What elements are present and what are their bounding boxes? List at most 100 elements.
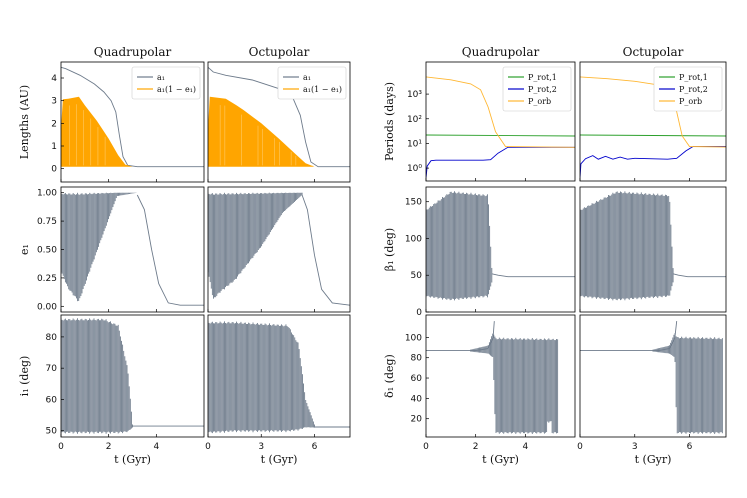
panel-periods-oct: Octupolar P_rot,1 P_rot,2 P_orb — [579, 45, 727, 182]
panel-beta-oct — [579, 186, 727, 313]
legend-label: a₁(1 − e₁) — [303, 85, 342, 94]
y-tick-label: 0 — [51, 165, 57, 175]
plot-area — [426, 321, 559, 434]
x-tick-label: 0 — [577, 442, 583, 452]
series-delta_1-osc — [652, 333, 723, 434]
panel-beta-quad: 0 50 100 150 β₁ (deg) — [383, 186, 576, 318]
y-axis-label: e₁ — [18, 244, 31, 255]
x-tick-label: 2 — [106, 442, 112, 452]
series-delta_1-osc — [470, 333, 559, 434]
legend-label: P_rot,2 — [679, 85, 708, 94]
panel-frame — [425, 314, 576, 438]
y-tick-label: 10² — [407, 115, 422, 125]
legend-label: a₁(1 − e₁) — [157, 85, 196, 94]
y-tick-label: 0.50 — [37, 246, 57, 256]
x-tick-label: 4 — [153, 442, 159, 452]
series-P_rot,2-line — [580, 146, 726, 178]
y-axis-label: β₁ (deg) — [383, 228, 396, 271]
series-P_rot,1-line — [580, 134, 726, 137]
y-tick-label: 50 — [411, 271, 423, 281]
legend-label: P_orb — [679, 97, 702, 106]
y-tick-label: 100 — [405, 234, 422, 244]
panel-title: Quadrupolar — [462, 45, 540, 59]
series-a_1(1-e_1)-band — [208, 96, 350, 167]
panel-incl-quad: 0 2 4 50 60 70 80 i₁ (deg) t (Gyr) — [18, 314, 205, 466]
legend-label: a₁ — [303, 73, 311, 82]
series-P_rot,1-line — [426, 134, 575, 137]
plot-area — [208, 66, 350, 168]
x-tick-label: 3 — [258, 442, 264, 452]
y-tick-label: 0 — [416, 308, 422, 318]
panel-ecc-quad: 0.00 0.25 0.50 0.75 1.00 e₁ — [18, 186, 205, 313]
legend: a₁ a₁(1 − e₁) — [131, 66, 201, 100]
legend-box — [131, 66, 201, 100]
x-tick-label: 0 — [58, 442, 64, 452]
x-tick-label: 2 — [473, 442, 479, 452]
panel-delta-quad: 0 2 4 20 40 60 80 100 δ₁ (deg) t (Gyr) — [383, 314, 576, 466]
panel-frame — [579, 186, 727, 313]
legend-box — [277, 66, 347, 100]
y-tick-label: 0.25 — [37, 274, 57, 284]
series-i_1-osc — [208, 321, 315, 434]
y-axis-label: δ₁ (deg) — [383, 354, 396, 398]
y-tick-label: 20 — [411, 415, 423, 425]
plot-area — [580, 321, 723, 434]
panel-title: Quadrupolar — [94, 45, 172, 59]
series-P_orb-line — [426, 76, 575, 148]
panel-frame — [207, 186, 351, 313]
series-beta_1-osc — [580, 191, 674, 301]
panel-periods-quad: 10⁰ 10¹ 10² 10³ Quadrupolar Periods (days) P_r… — [383, 45, 576, 182]
y-tick-label: 3 — [51, 97, 57, 107]
legend-label: P_rot,1 — [679, 73, 708, 82]
plot-area — [61, 318, 204, 434]
x-tick-label: 0 — [423, 442, 429, 452]
plot-area — [208, 192, 350, 306]
y-tick-label: 2 — [51, 119, 57, 129]
y-tick-label: 1.00 — [37, 189, 57, 199]
y-axis-label: i₁ (deg) — [18, 356, 31, 397]
y-tick-label: 80 — [46, 333, 58, 343]
series-P_rot,2-line — [426, 146, 575, 178]
x-tick-label: 3 — [632, 442, 638, 452]
y-tick-label: 0.75 — [37, 217, 57, 227]
series-a_1(1-e_1)-band — [61, 96, 204, 167]
panel-lengths-oct: Octupolar a₁ a₁(1 − e₁) — [207, 45, 351, 183]
y-tick-label: 1 — [51, 142, 57, 152]
y-tick-label: 10³ — [407, 90, 422, 100]
panel-frame — [207, 314, 351, 438]
legend-box — [653, 66, 723, 112]
legend-label: P_rot,1 — [528, 73, 557, 82]
y-tick-label: 70 — [46, 364, 58, 374]
legend: P_rot,1 P_rot,2 P_orb — [502, 66, 572, 112]
legend: P_rot,1 P_rot,2 P_orb — [653, 66, 723, 112]
y-axis-label: Lengths (AU) — [18, 85, 31, 159]
panel-delta-oct: 0 3 6 t (Gyr) — [577, 314, 727, 466]
panel-frame — [60, 314, 205, 438]
x-axis-label: t (Gyr) — [114, 453, 151, 466]
panel-frame — [425, 186, 576, 313]
series-delta_1-line — [580, 321, 678, 352]
y-tick-label: 150 — [405, 198, 422, 208]
series-beta_1-osc — [426, 191, 493, 301]
legend-label: a₁ — [157, 73, 165, 82]
y-tick-label: 10¹ — [407, 139, 422, 149]
series-a_1-line — [61, 66, 204, 168]
plot-area — [61, 66, 204, 168]
legend: a₁ a₁(1 − e₁) — [277, 66, 347, 100]
plot-area — [61, 192, 204, 306]
series-beta_1-line — [672, 273, 726, 278]
y-tick-label: 4 — [51, 74, 57, 84]
y-tick-label: 10⁰ — [407, 164, 422, 174]
legend-label: P_rot,2 — [528, 85, 557, 94]
x-axis-label: t (Gyr) — [635, 453, 672, 466]
panel-frame — [579, 61, 727, 182]
y-tick-label: 0.00 — [37, 302, 57, 312]
legend-label: P_orb — [528, 97, 551, 106]
series-i_1-osc — [61, 318, 133, 434]
panel-incl-oct: 0 3 6 t (Gyr) — [205, 314, 351, 466]
series-beta_1-line — [491, 273, 575, 278]
series-e_1-osc — [208, 192, 303, 299]
plot-area — [580, 191, 726, 301]
panel-frame — [207, 61, 351, 183]
x-tick-label: 4 — [522, 442, 528, 452]
